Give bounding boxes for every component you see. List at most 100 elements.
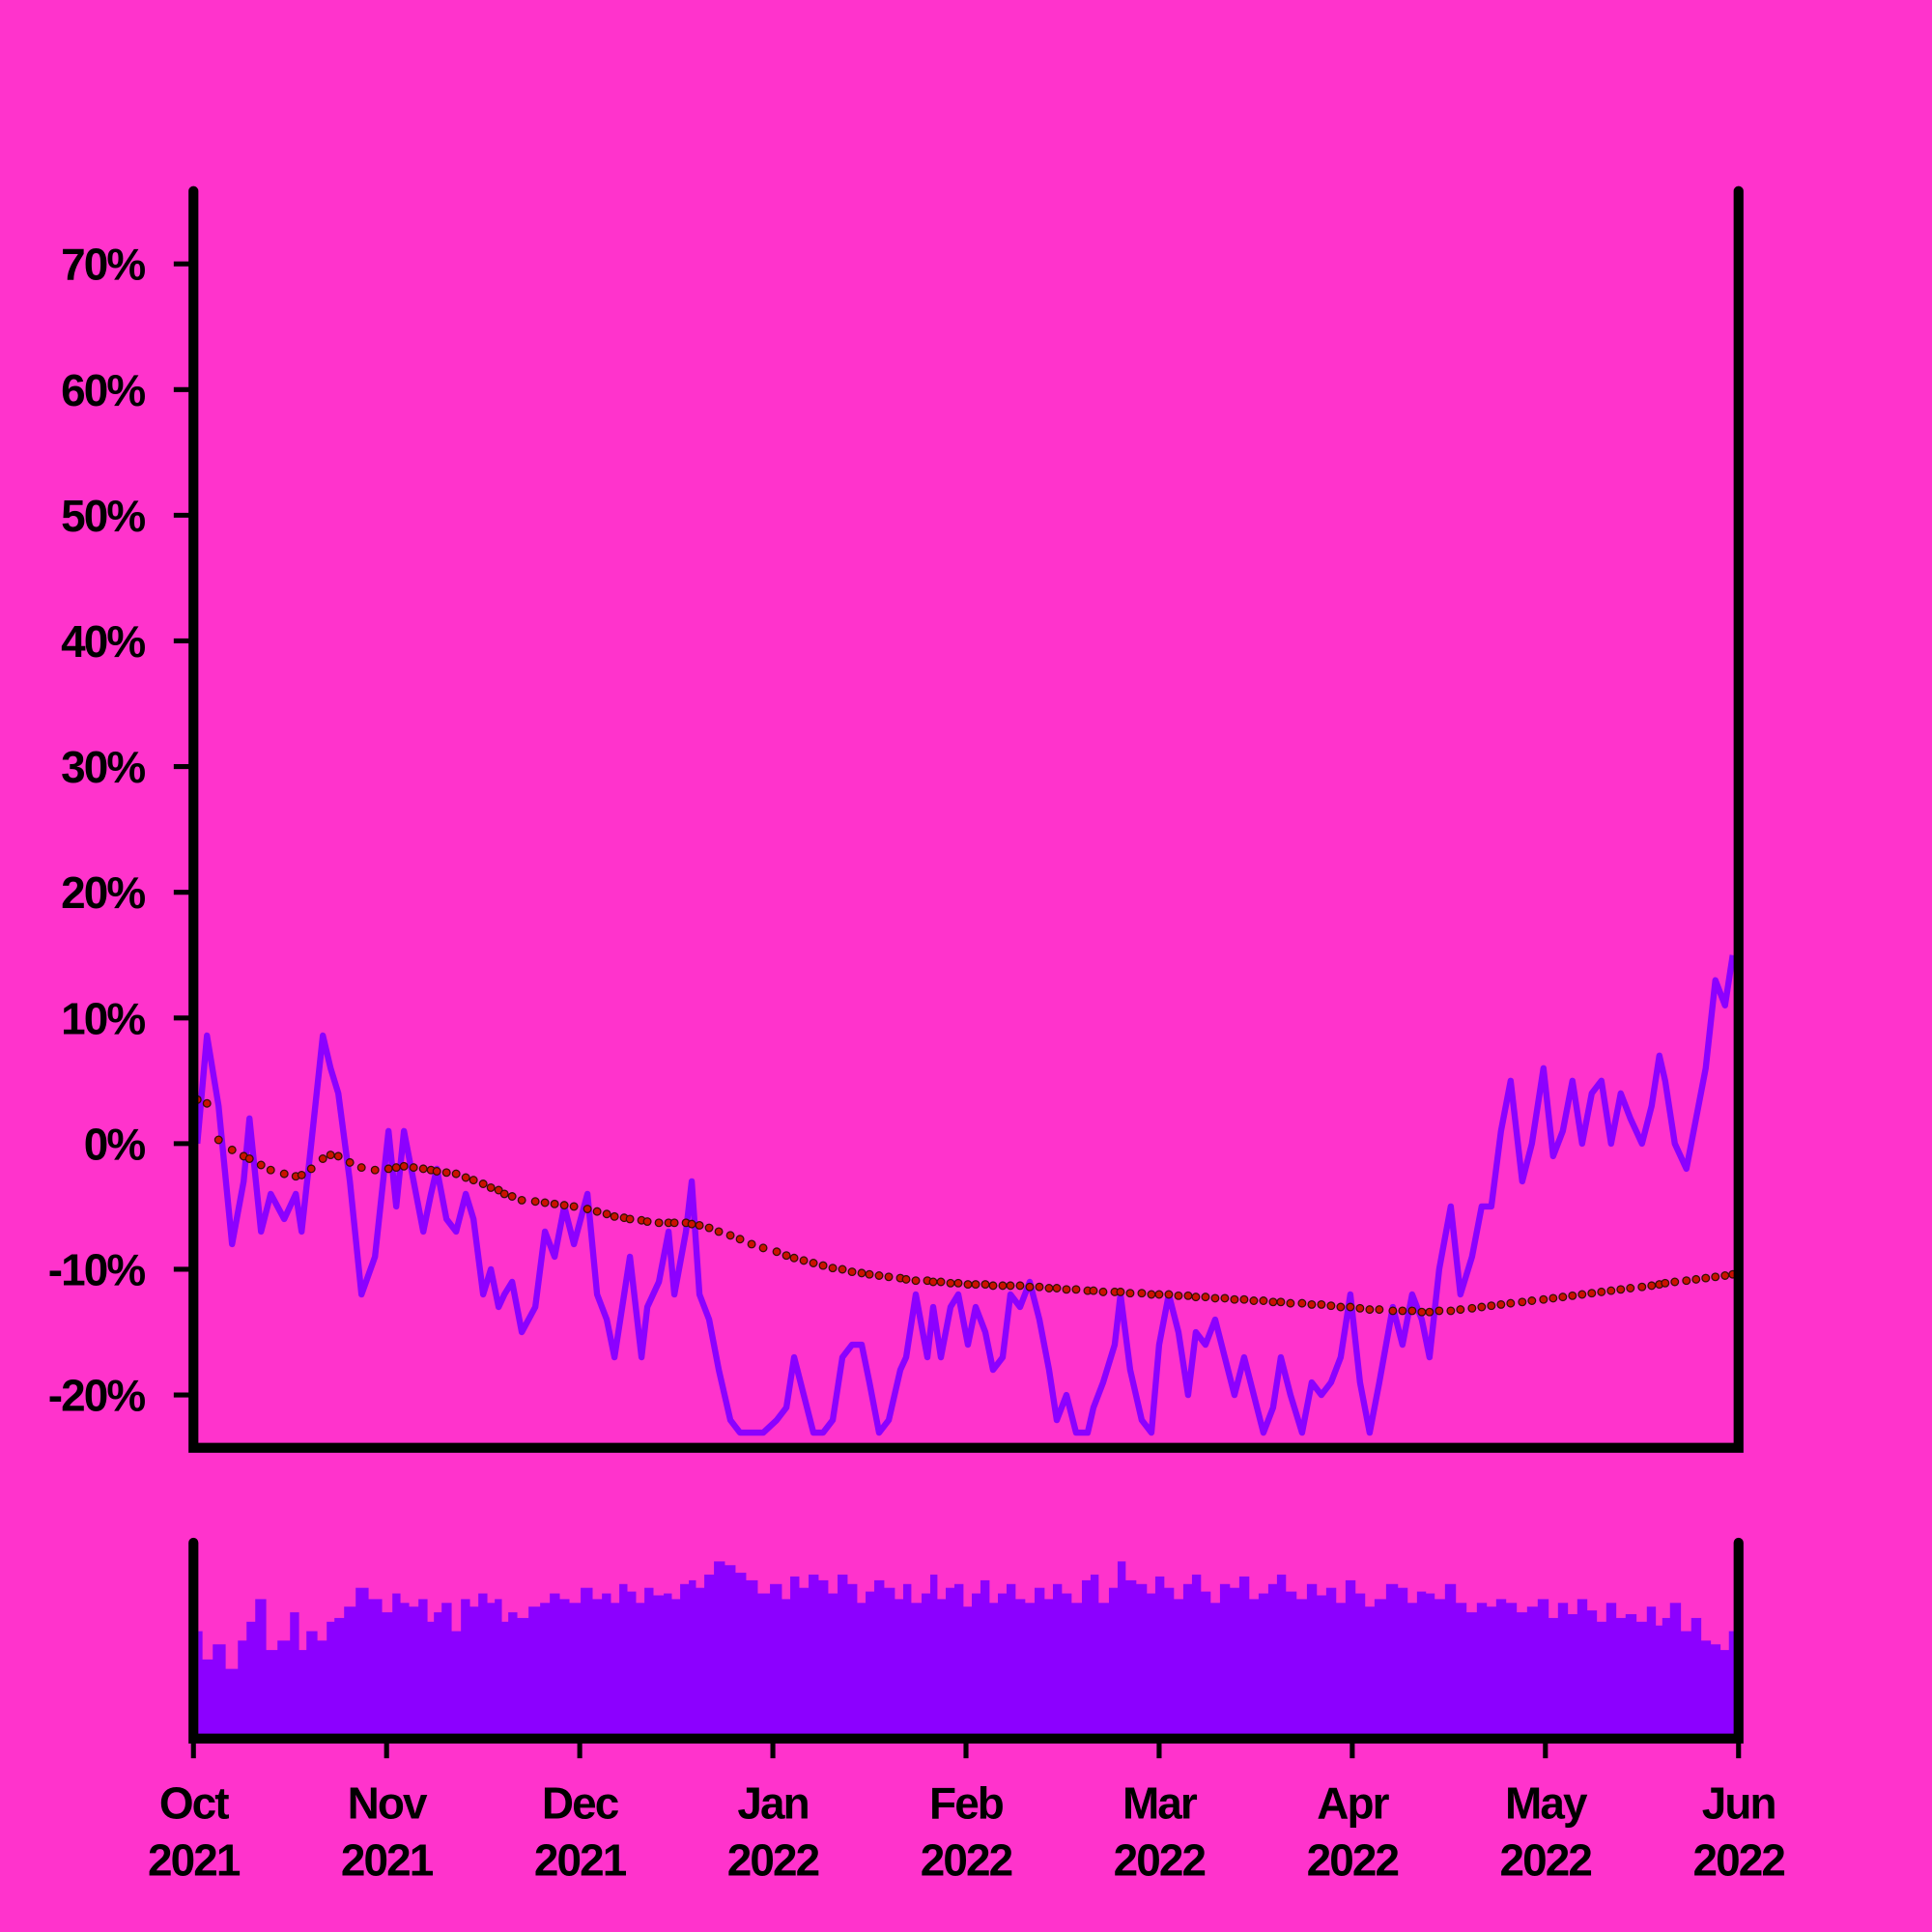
y-tick-label: -10% [48,1245,146,1295]
bar [508,1612,518,1735]
bar [1219,1583,1231,1735]
bar [1191,1575,1202,1735]
trend-dot [1183,1291,1193,1300]
trend-dot [704,1223,714,1233]
trend-dot [799,1256,809,1265]
trend-dot [998,1281,1008,1291]
trend-dot [1558,1293,1568,1302]
trend-dot [559,1201,569,1210]
bar [1238,1576,1250,1735]
bar [1615,1617,1627,1735]
trend-dot [1577,1290,1587,1299]
trend-dot [1375,1305,1384,1315]
bar [1425,1593,1435,1735]
bar [1034,1587,1045,1735]
bar [1646,1606,1657,1735]
bar [1728,1631,1735,1735]
trend-dot [781,1251,791,1261]
bar [1465,1612,1478,1735]
trend-dot [1307,1299,1317,1309]
bar [1434,1599,1446,1735]
y-tick-label: 40% [61,616,145,667]
y-tick-label: 0% [84,1119,146,1169]
trend-dot [306,1164,316,1174]
bar [298,1650,307,1735]
trend-dot [530,1197,540,1207]
bar [1680,1631,1692,1735]
trend-dot [1154,1290,1164,1299]
bar [290,1612,299,1735]
bar [937,1599,947,1735]
trend-dot [789,1253,799,1263]
trend-dot [1606,1286,1616,1295]
trend-dot [1089,1286,1098,1295]
trend-dot [1249,1296,1259,1305]
bar [246,1621,256,1735]
bar [818,1579,829,1735]
bar [874,1579,885,1735]
bar [202,1659,213,1735]
bar [327,1621,335,1735]
bar [602,1593,611,1735]
bar [1006,1583,1016,1735]
bar [1455,1603,1467,1735]
bar [1557,1603,1569,1735]
bar [355,1587,369,1735]
bar [277,1640,291,1735]
trend-dot [569,1202,579,1211]
trend-dot [1035,1282,1044,1292]
bar [592,1599,603,1735]
x-tick-label: Apr 2022 [1307,1778,1399,1886]
trend-dot [971,1280,980,1290]
bar [317,1640,327,1735]
trend-dot [1230,1294,1239,1304]
bar [1295,1599,1308,1735]
bar [1325,1587,1337,1735]
bar [1276,1575,1287,1735]
bar [1146,1593,1156,1735]
bar [963,1606,973,1735]
bar [1267,1583,1278,1735]
trend-dot [1137,1289,1147,1298]
bar [847,1583,858,1735]
trend-dot [1116,1287,1125,1296]
trend-dot [582,1205,592,1213]
trend-dot [1616,1285,1626,1294]
bar [427,1621,435,1735]
bar [382,1612,393,1735]
trend-dot [747,1239,756,1249]
trend-dot [1398,1306,1407,1316]
bar [1406,1603,1418,1735]
trend-dot [1506,1298,1516,1308]
bar [1548,1617,1559,1735]
bar [1173,1599,1184,1735]
bar [1200,1591,1211,1735]
ticks: -20% -10% 0% 10% 20% 30% 40% 50% 60% 70% Oct 2021 No… [48,240,1787,1886]
bar [946,1587,955,1735]
bar [895,1599,904,1735]
bar [1655,1625,1663,1735]
y-tick-label: 50% [61,491,145,541]
bar [1354,1593,1366,1735]
bar [781,1599,791,1735]
trend-dot [1720,1271,1730,1280]
bar [838,1575,848,1735]
trend-dot [1346,1302,1355,1312]
bar [198,1631,203,1735]
bar [1397,1587,1408,1735]
trend-dot [818,1261,828,1270]
trend-dot [461,1173,470,1182]
trend-dot [1425,1307,1435,1317]
trend-dot [1220,1293,1230,1303]
trend-dot [213,1135,223,1145]
bar [866,1591,875,1735]
bar [746,1579,758,1735]
trend-dot [847,1267,857,1277]
trend-dot [865,1269,874,1279]
trend-dot [828,1264,838,1273]
bar [790,1576,800,1735]
bar [528,1606,541,1735]
trend-dot [1496,1299,1506,1309]
bar [1537,1599,1549,1735]
